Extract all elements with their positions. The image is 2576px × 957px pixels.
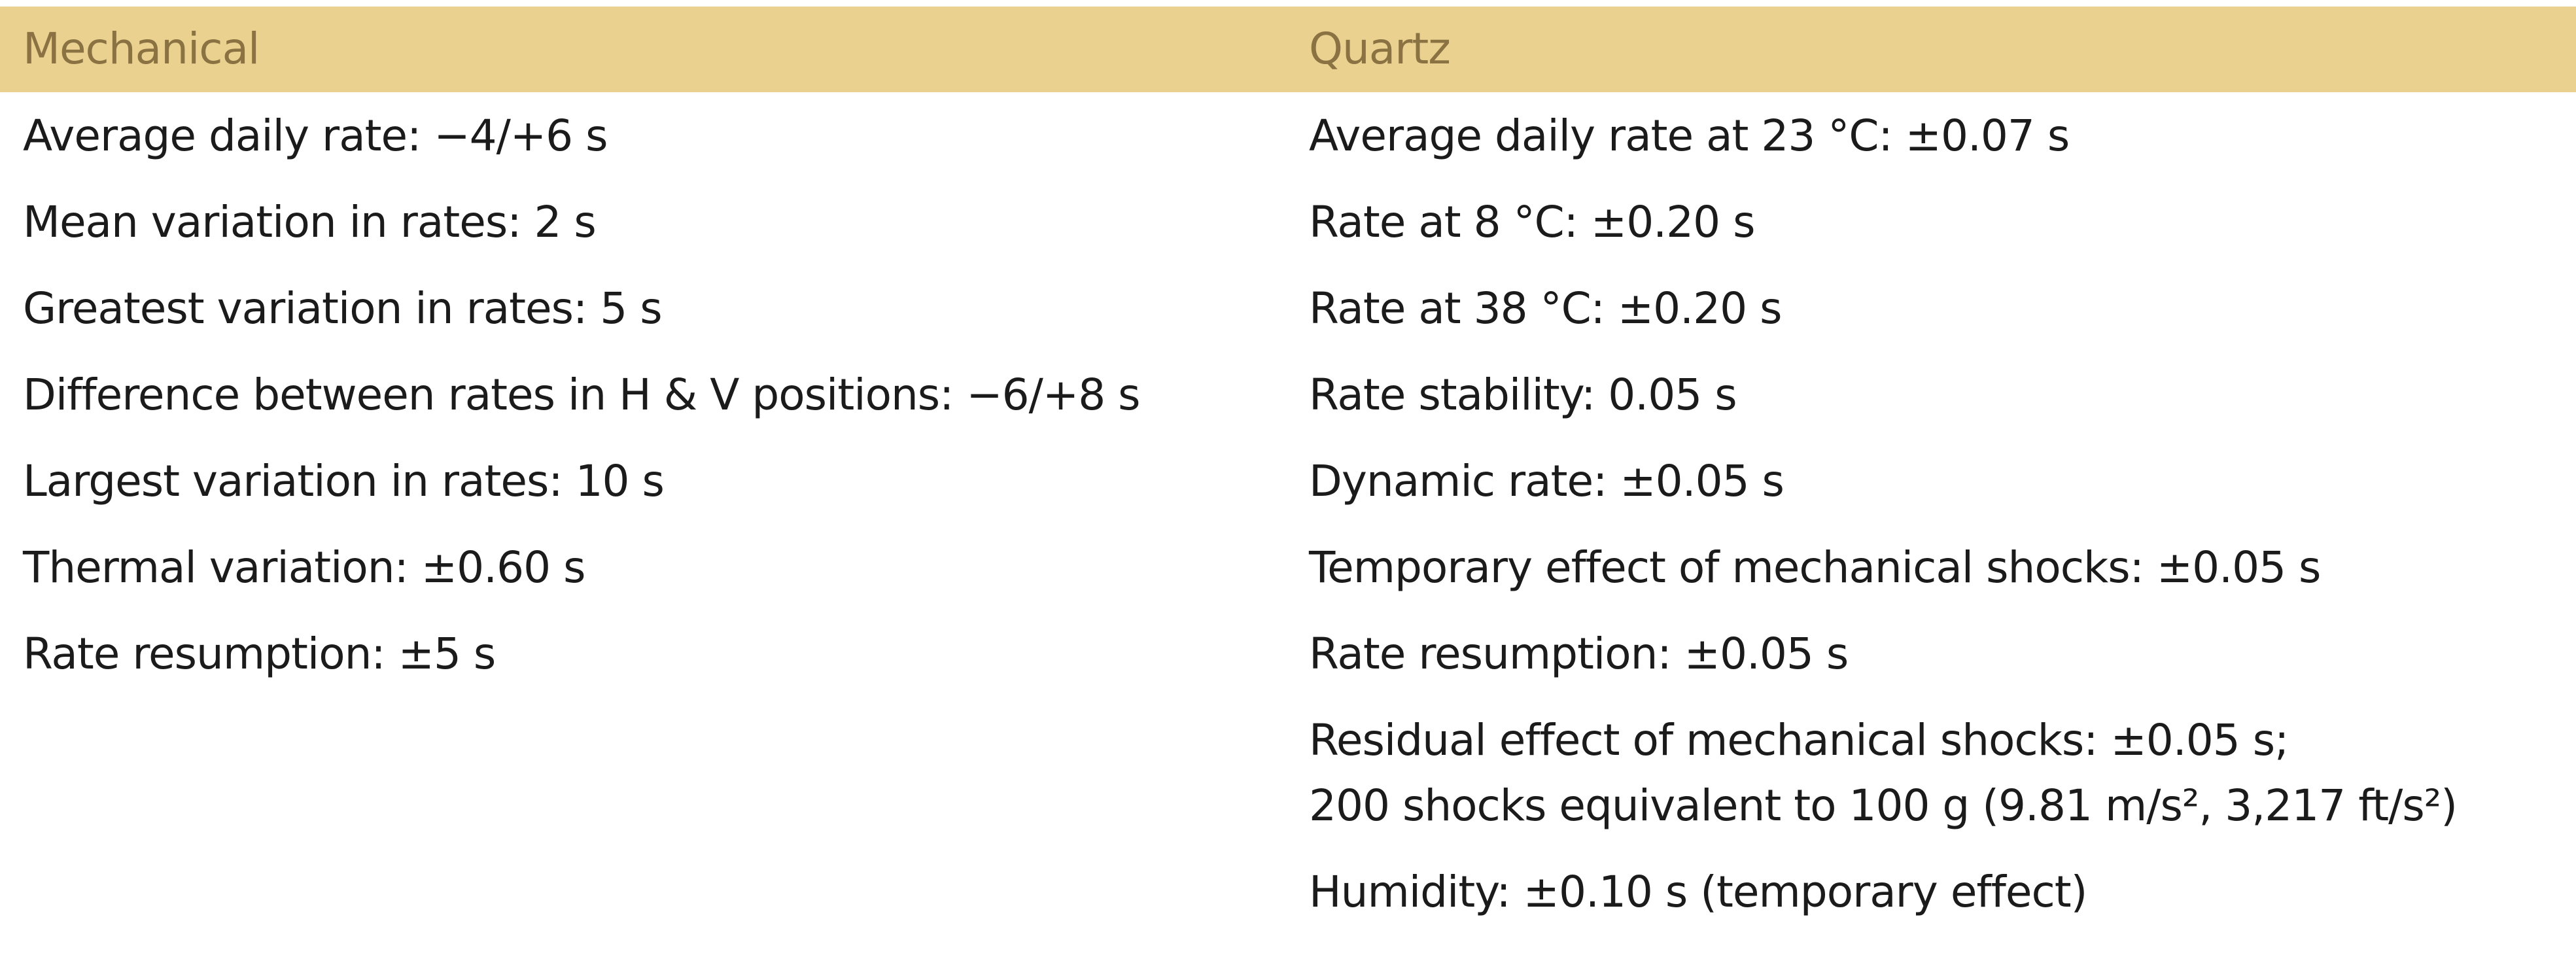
cell: Dynamic rate: ±0.05 s (1309, 456, 1784, 506)
cell: Rate resumption: ±5 s (23, 629, 496, 679)
column-header: Mechanical (23, 24, 260, 74)
cell: Largest variation in rates: 10 s (23, 456, 665, 506)
column-header: Quartz (1309, 24, 1451, 74)
cell: Greatest variation in rates: 5 s (23, 283, 663, 334)
cell: Rate at 8 °C: ±0.20 s (1309, 197, 1756, 247)
cell: Average daily rate at 23 °C: ±0.07 s (1309, 111, 2070, 161)
cell: Temporary effect of mechanical shocks: ±… (1309, 542, 2321, 593)
cell: Rate resumption: ±0.05 s (1309, 629, 1849, 679)
cell-line: Residual effect of mechanical shocks: ±0… (1309, 715, 2289, 765)
cell: Thermal variation: ±0.60 s (23, 542, 585, 593)
cell: Rate at 38 °C: ±0.20 s (1309, 283, 1782, 334)
cell: Rate stability: 0.05 s (1309, 370, 1737, 420)
header-band (0, 7, 2576, 92)
cell-line: 200 shocks equivalent to 100 g (9.81 m/s… (1309, 780, 2458, 831)
cell: Humidity: ±0.10 s (temporary effect) (1309, 867, 2087, 917)
cell: Mean variation in rates: 2 s (23, 197, 597, 247)
cell: Difference between rates in H & V positi… (23, 370, 1141, 420)
cell: Average daily rate: −4/+6 s (23, 111, 608, 161)
